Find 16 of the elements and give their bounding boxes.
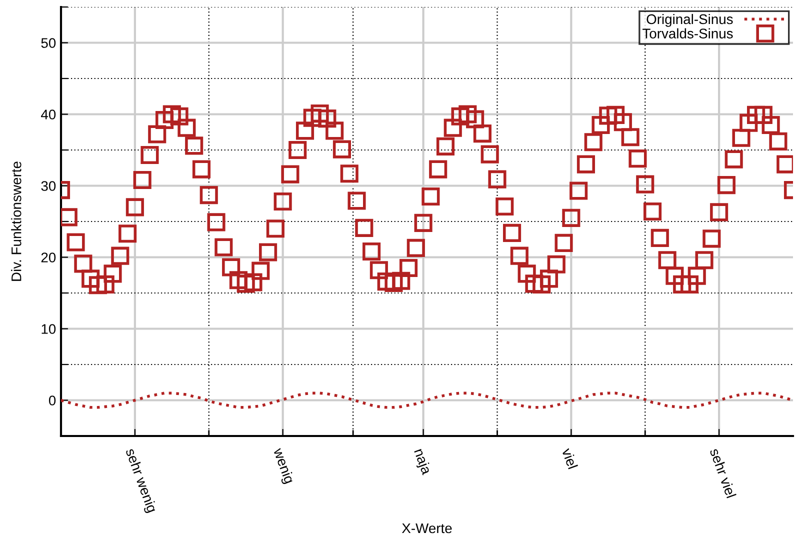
y-tick-label: 20 (41, 252, 56, 262)
legend-label: Original-Sinus (646, 14, 733, 27)
x-tick-label: wenig (270, 447, 295, 485)
legend-label: Torvalds-Sinus (642, 28, 733, 38)
x-axis-title: X-Werte (402, 523, 452, 534)
y-tick-label: 10 (42, 324, 56, 334)
x-tick-label: naja (411, 448, 432, 476)
line-series (61, 392, 793, 409)
x-tick-label: sehr wenig (122, 447, 158, 514)
x-tick-label: viel (562, 447, 578, 470)
y-axis-title: Div. Funktionswerte (11, 162, 22, 281)
y-tick-label: 0 (48, 396, 56, 406)
y-tick-label: 50 (41, 38, 56, 48)
x-tick-label: sehr viel (710, 447, 736, 498)
y-tick-label: 40 (41, 110, 56, 120)
y-tick-label: 30 (41, 181, 56, 191)
